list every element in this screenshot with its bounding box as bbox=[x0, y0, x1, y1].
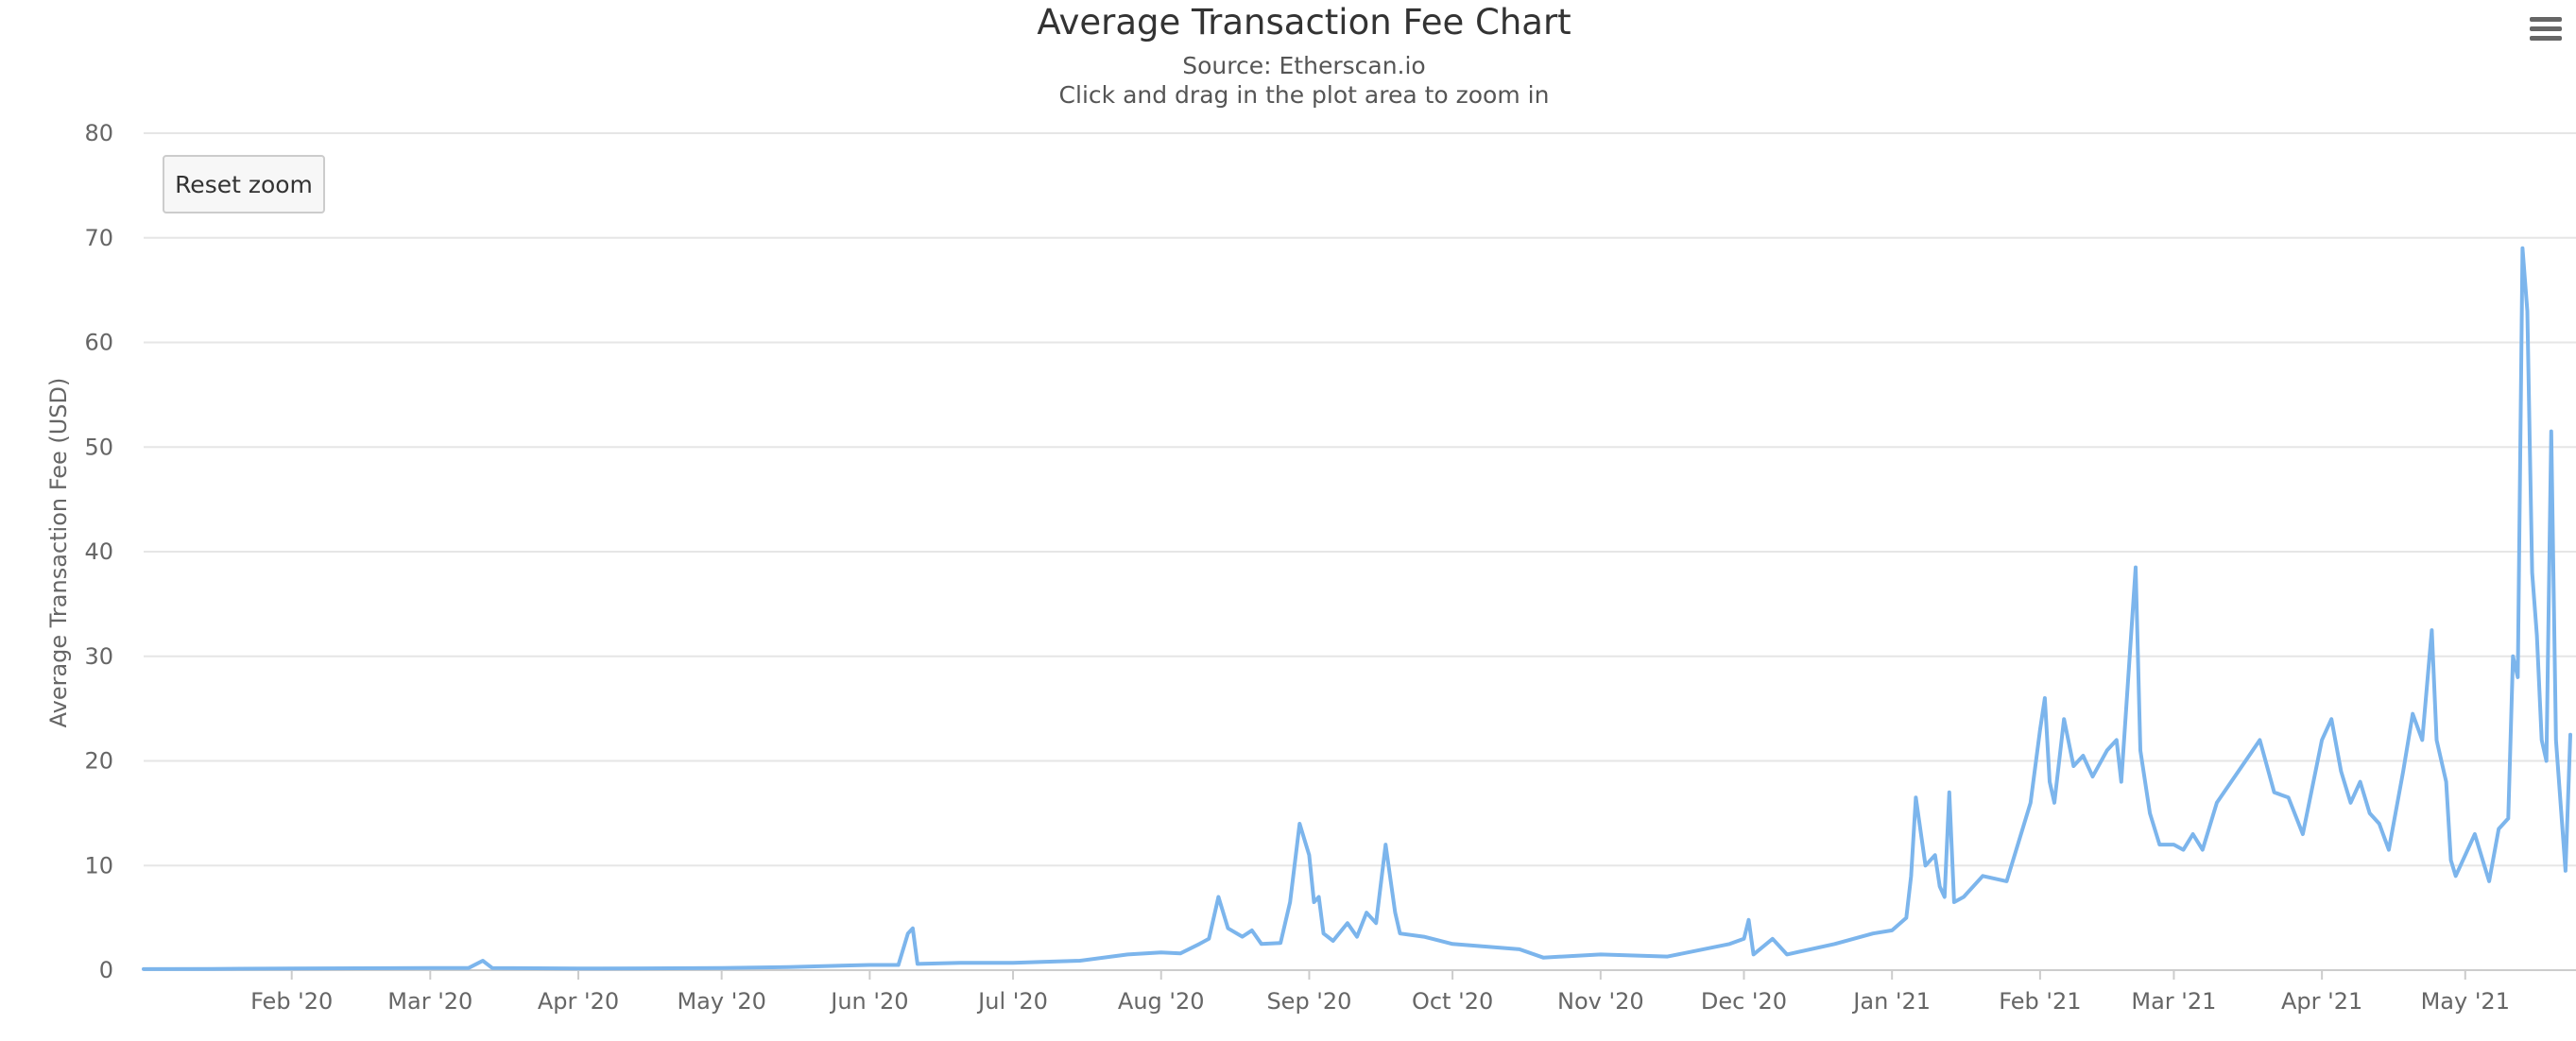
y-tick-label: 60 bbox=[84, 330, 113, 356]
y-axis-title: Average Transaction Fee (USD) bbox=[45, 377, 72, 728]
reset-zoom-button[interactable]: Reset zoom bbox=[163, 155, 325, 213]
y-tick-label: 50 bbox=[84, 434, 113, 460]
y-axis-tick-labels: 0 10 20 30 40 50 60 70 80 bbox=[84, 120, 113, 983]
x-tick-label: Oct '20 bbox=[1412, 988, 1493, 1015]
x-tick-label: Apr '20 bbox=[538, 988, 619, 1015]
hamburger-menu-icon[interactable] bbox=[2530, 17, 2562, 42]
grid-lines bbox=[144, 132, 2576, 971]
x-tick-label: May '21 bbox=[2421, 988, 2510, 1015]
x-tick-label: Jul '20 bbox=[976, 988, 1048, 1015]
series-line-0 bbox=[142, 246, 2572, 971]
x-tick-label: Aug '20 bbox=[1118, 988, 1205, 1015]
y-tick-label: 70 bbox=[84, 225, 113, 251]
y-tick-label: 80 bbox=[84, 120, 113, 146]
y-tick-label: 40 bbox=[84, 538, 113, 565]
y-tick-label: 20 bbox=[84, 748, 113, 775]
chart-subtitle-source: Source: Etherscan.io bbox=[1182, 52, 1426, 79]
x-tick-label: Feb '21 bbox=[1999, 988, 2081, 1015]
chart-title: Average Transaction Fee Chart bbox=[1037, 2, 1571, 43]
x-tick-label: Apr '21 bbox=[2281, 988, 2362, 1015]
x-tick-label: Sep '20 bbox=[1266, 988, 1351, 1015]
x-tick-label: Dec '20 bbox=[1701, 988, 1787, 1015]
y-tick-label: 30 bbox=[84, 643, 113, 670]
x-tick-label: Jan '21 bbox=[1851, 988, 1931, 1015]
x-tick-label: May '20 bbox=[677, 988, 765, 1015]
x-tick-label: Mar '20 bbox=[387, 988, 472, 1015]
y-tick-label: 0 bbox=[99, 957, 113, 983]
x-tick-label: Feb '20 bbox=[250, 988, 333, 1015]
y-tick-label: 10 bbox=[84, 852, 113, 879]
series-layer bbox=[142, 246, 2572, 971]
x-axis-tick-labels: Feb '20 Mar '20 Apr '20 May '20 Jun '20 Jul '… bbox=[250, 970, 2510, 1015]
x-tick-label: Jun '20 bbox=[829, 988, 908, 1015]
x-tick-label: Mar '21 bbox=[2131, 988, 2216, 1015]
x-tick-label: Nov '20 bbox=[1557, 988, 1644, 1015]
chart-subtitle-hint: Click and drag in the plot area to zoom … bbox=[1058, 81, 1550, 109]
